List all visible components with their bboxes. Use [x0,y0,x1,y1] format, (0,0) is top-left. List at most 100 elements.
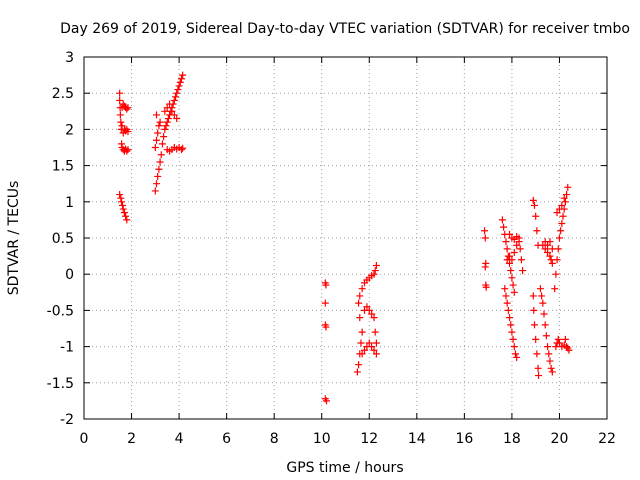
data-point [555,234,563,242]
data-point [508,256,516,264]
data-point [122,212,130,220]
data-point [118,198,126,206]
data-point [555,205,563,213]
data-point [154,129,162,137]
data-point [515,238,523,246]
data-point [163,104,171,112]
data-point [542,332,550,340]
data-point [353,368,361,376]
y-tick-label: 2.5 [52,86,74,102]
data-point [365,339,373,347]
data-point [546,238,554,246]
data-point [507,321,515,329]
data-point [365,306,373,314]
x-tick-label: 16 [455,431,473,447]
data-point [558,220,566,228]
data-point [544,241,552,249]
y-tick-label: -1 [60,340,74,356]
data-point [541,245,549,253]
data-point [170,96,178,104]
y-tick-labels: -2 -1.5 -1 -0.5 0 0.5 1 1.5 2 2.5 3 [47,50,74,428]
data-point [116,89,124,97]
data-point [536,285,544,293]
data-point [160,133,168,141]
data-point [517,256,525,264]
data-point [498,216,506,224]
data-point [481,234,489,242]
data-point [513,241,521,249]
data-point [540,310,548,318]
data-point [535,372,543,380]
data-point [510,343,518,351]
data-point [554,245,562,253]
data-point [370,270,378,278]
x-tick-label: 14 [408,431,426,447]
data-point [155,122,163,130]
data-point [481,263,489,271]
x-axis-label: GPS time / hours [286,460,403,476]
x-tick-label: 0 [80,431,89,447]
data-point [516,245,524,253]
data-point [560,194,568,202]
data-point [368,310,376,318]
data-point [546,252,554,260]
data-point [547,364,555,372]
data-point [533,350,541,358]
data-point [358,328,366,336]
data-point [179,144,187,152]
data-point [563,343,571,351]
y-tick-label: -1.5 [47,376,74,392]
data-point [530,201,538,209]
x-tick-label: 8 [270,431,279,447]
data-point [502,238,510,246]
data-point [534,364,542,372]
data-point [500,223,508,231]
data-point [547,256,555,264]
x-tick-label: 20 [551,431,569,447]
data-point [533,227,541,235]
data-point [372,339,380,347]
data-point [174,86,182,94]
data-point [482,283,490,291]
data-point [565,346,573,354]
data-point [151,187,159,195]
data-point [541,321,549,329]
y-tick-label: 1 [65,195,74,211]
data-point [530,321,538,329]
data-point [552,343,560,351]
data-point [508,328,516,336]
data-point [513,233,521,241]
data-point [510,248,518,256]
data-point [509,335,517,343]
x-tick-label: 4 [175,431,184,447]
data-point [529,196,537,204]
data-point [118,122,126,130]
x-tick-labels: 0 2 4 6 8 10 12 14 16 18 20 22 [80,431,616,447]
data-point [558,201,566,209]
data-point [168,107,176,115]
data-point [561,198,569,206]
data-point [548,259,556,267]
data-point [358,285,366,293]
data-point [156,158,164,166]
data-point [503,299,511,307]
data-point [123,216,131,224]
data-point [361,346,369,354]
data-point [356,314,364,322]
data-point [358,350,366,358]
data-point [372,262,380,270]
chart-title: Day 269 of 2019, Sidereal Day-to-day VTE… [60,21,630,37]
data-point [368,343,376,351]
data-point [124,146,132,154]
data-point [123,105,131,113]
data-point [557,227,565,235]
data-point [166,100,174,108]
data-point [156,118,164,126]
data-point [519,267,527,275]
data-point [507,267,515,275]
data-point [173,89,181,97]
data-point [530,306,538,314]
data-point [511,350,519,358]
y-tick-label: -2 [60,412,74,428]
data-point [357,339,365,347]
